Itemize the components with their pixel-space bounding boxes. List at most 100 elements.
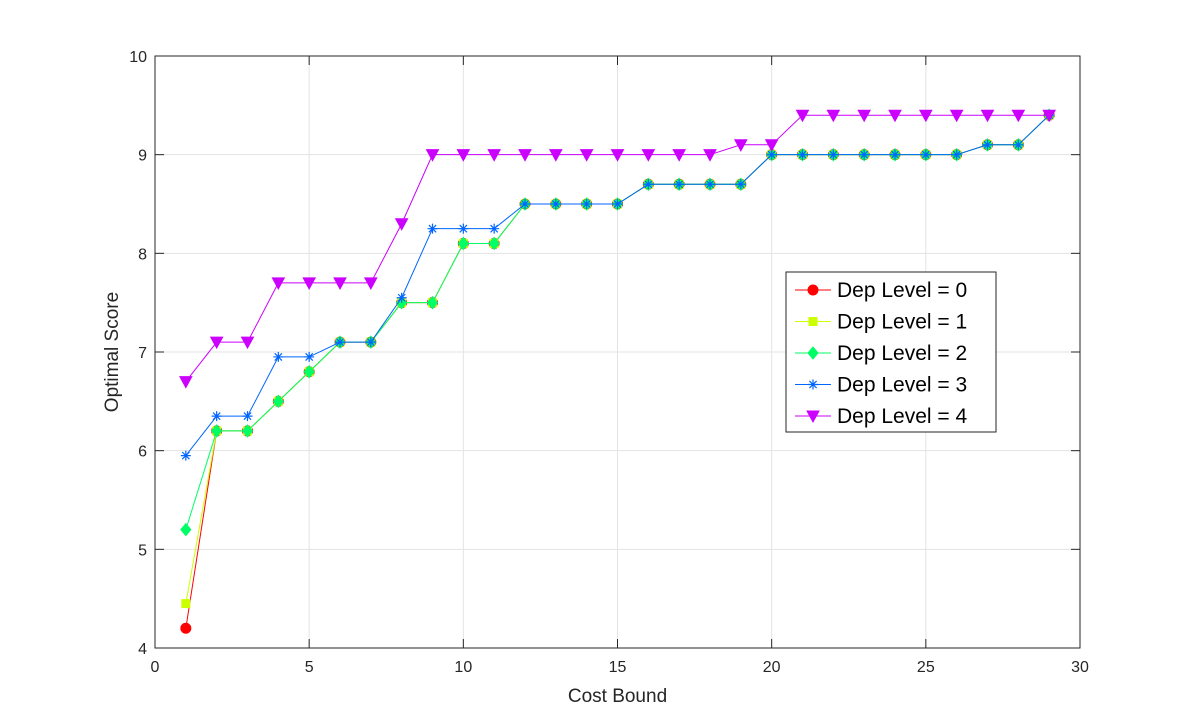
y-tick-label: 10 [129,49,147,66]
data-point [826,109,841,123]
legend-marker [808,317,818,326]
data-point [209,336,224,350]
data-point [241,424,254,438]
x-tick-label: 15 [609,659,627,676]
data-point [795,109,810,123]
y-tick-label: 7 [138,345,147,362]
data-point [733,139,748,152]
x-tick-label: 10 [454,659,472,676]
x-tick-label: 30 [1071,659,1089,676]
data-point [674,179,685,190]
series-3 [180,110,1055,461]
data-point [180,450,191,461]
data-point [735,179,746,190]
data-point [890,149,900,160]
data-point [888,109,902,123]
legend-item: Dep Level = 1 [795,311,967,334]
y-axis-label: Optimal Score [102,292,123,412]
data-point [425,149,440,162]
series-group [178,108,1057,634]
data-point [1042,109,1057,123]
legend-marker [807,346,819,360]
legend-label: Dep Level = 4 [837,405,967,428]
legend-item: Dep Level = 2 [795,342,967,365]
data-point [766,149,777,160]
data-point [458,223,469,234]
data-point [487,149,502,162]
legend: Dep Level = 0 Dep Level = 1 Dep Level = 2 D… [785,271,997,433]
data-point [396,292,407,303]
legend-item: Dep Level = 4 [795,405,967,428]
y-tick-label: 6 [138,444,147,461]
data-point [982,139,993,150]
legend-label: Dep Level = 3 [837,374,967,397]
data-point [949,109,964,123]
data-point [518,149,532,162]
y-tick-label: 4 [138,641,147,658]
data-point [703,149,717,162]
data-point [457,236,469,251]
data-point [426,295,439,310]
data-point [240,336,255,350]
data-point [705,179,715,190]
x-tick-label: 20 [763,659,781,676]
data-point [488,236,500,251]
data-point [610,149,625,162]
data-point [641,149,656,162]
data-point [828,149,839,160]
data-point [181,599,191,609]
data-point [456,149,471,162]
data-point [548,149,563,162]
data-point [271,277,286,290]
data-point [333,277,347,290]
data-point [672,149,687,162]
y-tick-label: 9 [138,148,147,165]
legend-label: Dep Level = 0 [837,279,967,302]
y-tick-label: 8 [138,246,147,263]
axis-ticks: 0 5 10 15 20 25 30 4 5 6 7 8 9 10 [129,49,1089,676]
data-point [365,337,376,348]
data-point [797,149,808,160]
data-point [211,411,222,422]
data-point [857,109,872,123]
legend-label: Dep Level = 2 [837,342,967,365]
x-tick-label: 25 [917,659,935,676]
data-point [427,223,438,234]
data-point [180,622,192,634]
legend-box [785,271,997,433]
data-point [550,199,561,209]
data-point [612,199,623,209]
legend-marker [806,410,820,424]
data-point [764,139,779,152]
data-point [579,149,594,162]
data-point [272,394,284,409]
legend-item: Dep Level = 3 [795,374,967,397]
y-tick-label: 5 [138,542,147,559]
data-point [211,424,223,438]
data-point [918,109,933,123]
data-point [920,149,931,160]
data-point [335,337,345,348]
data-point [302,277,317,290]
data-point [363,277,378,290]
data-point [1013,139,1024,150]
data-point [180,522,192,537]
data-point [980,109,995,123]
data-point [242,411,253,422]
legend-label: Dep Level = 1 [837,311,967,334]
data-point [273,351,284,362]
data-point [489,223,500,234]
data-point [178,376,193,389]
x-tick-label: 0 [151,659,160,676]
series-4 [178,109,1057,389]
data-point [951,149,962,160]
data-point [303,364,315,379]
x-axis-label: Cost Bound [568,686,667,707]
data-point [643,179,654,190]
legend-marker [808,379,818,390]
x-tick-label: 5 [305,659,314,676]
data-point [1011,109,1026,123]
legend-marker [807,284,819,296]
data-point [394,218,409,231]
